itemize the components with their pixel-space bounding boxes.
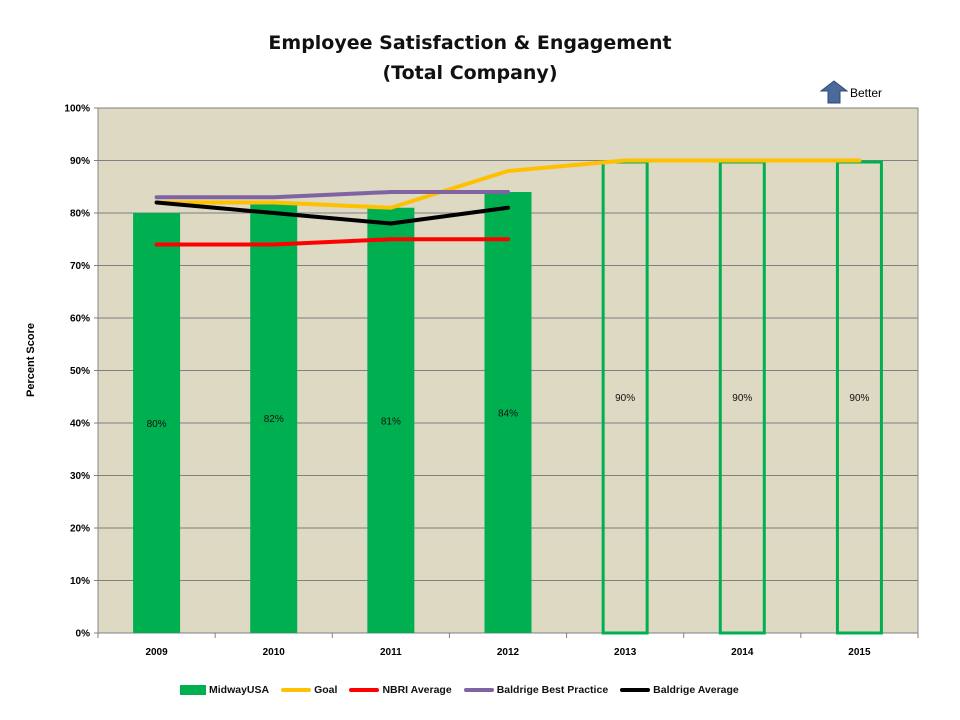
legend-label: Goal (314, 684, 338, 696)
y-tick-label: 100% (64, 104, 90, 115)
y-tick-label: 90% (70, 156, 90, 167)
bar-data-label: 82% (264, 414, 284, 425)
legend-item: Baldrige Average (620, 684, 739, 696)
legend-label: Baldrige Average (653, 684, 739, 696)
bar-data-label: 90% (615, 393, 635, 404)
y-tick-label: 40% (70, 419, 90, 430)
legend-item: MidwayUSA (180, 684, 269, 696)
bar-data-label: 90% (849, 393, 869, 404)
legend-swatch (281, 688, 312, 692)
x-tick-label: 2014 (731, 647, 754, 658)
legend-swatch (620, 688, 651, 692)
x-tick-label: 2015 (848, 647, 871, 658)
bar (484, 192, 532, 633)
legend: MidwayUSA Goal NBRI Average Baldrige Best P… (180, 682, 751, 698)
better-annotation: Better (820, 80, 910, 104)
y-tick-label: 0% (76, 629, 91, 640)
legend-swatch (463, 688, 494, 692)
series-line (154, 190, 510, 200)
bar-data-label: 80% (147, 419, 167, 430)
x-tick-label: 2009 (145, 647, 168, 658)
bar (133, 213, 181, 633)
legend-swatch (180, 685, 206, 695)
bar-data-label: 84% (498, 409, 518, 420)
bar-data-label: 81% (381, 416, 401, 427)
legend-item: Baldrige Best Practice (463, 684, 609, 696)
legend-item: Goal (281, 684, 337, 696)
legend-item: NBRI Average (349, 684, 452, 696)
better-label: Better (850, 86, 883, 100)
bar-data-label: 90% (732, 393, 752, 404)
x-tick-label: 2010 (263, 647, 286, 658)
series-line (154, 200, 510, 226)
legend-label: Baldrige Best Practice (496, 684, 609, 696)
series-line (154, 237, 510, 247)
up-arrow-icon (820, 80, 848, 104)
x-tick-label: 2012 (497, 647, 520, 658)
bar (367, 207, 415, 633)
legend-swatch (349, 688, 380, 692)
y-tick-label: 60% (70, 314, 90, 325)
x-tick-label: 2011 (380, 647, 402, 658)
y-tick-label: 70% (70, 261, 90, 272)
series-line (154, 158, 862, 210)
chart-title-line2: (Total Company) (382, 62, 558, 84)
y-tick-label: 30% (70, 471, 90, 482)
y-tick-label: 20% (70, 524, 90, 535)
y-tick-label: 10% (70, 576, 90, 587)
y-tick-label: 80% (70, 209, 90, 220)
y-tick-label: 50% (70, 366, 90, 377)
bar (250, 202, 298, 633)
chart-title: Employee Satisfaction & Engagement (Tota… (0, 28, 940, 88)
chart-title-line1: Employee Satisfaction & Engagement (268, 32, 672, 54)
x-tick-label: 2013 (614, 647, 637, 658)
legend-label: NBRI Average (382, 684, 452, 696)
legend-label: MidwayUSA (209, 684, 270, 696)
